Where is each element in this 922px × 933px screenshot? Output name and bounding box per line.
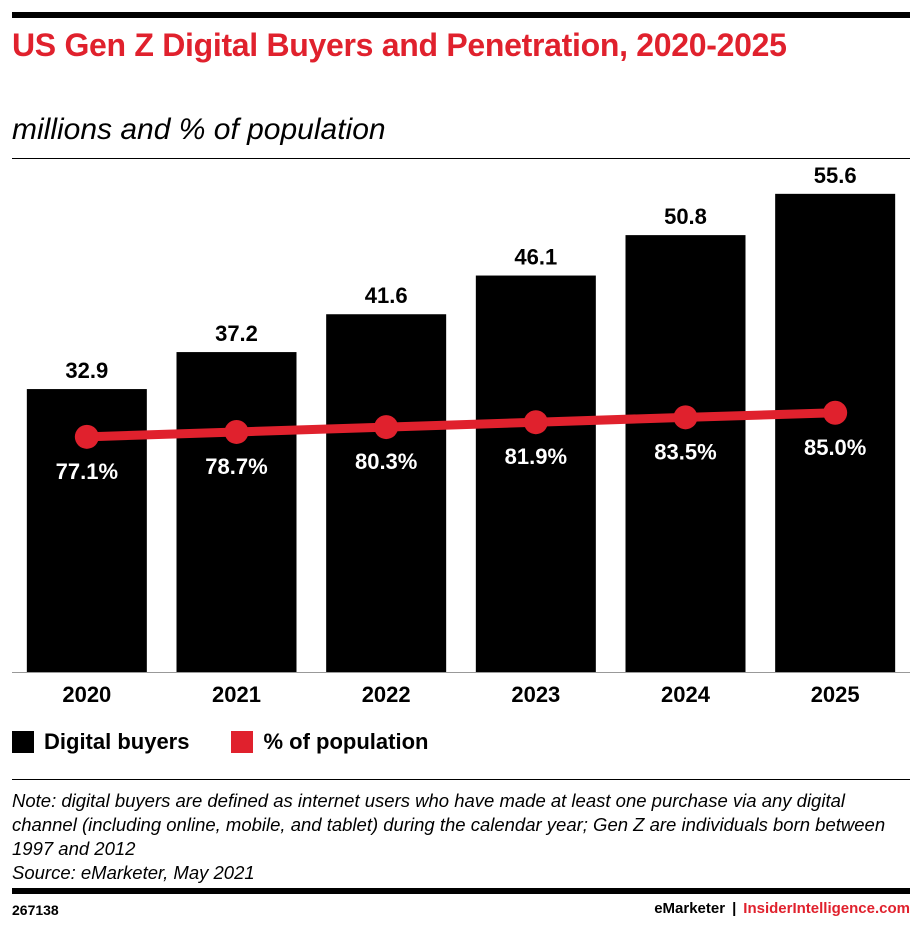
line-value-label-2021: 78.7% — [205, 454, 267, 479]
source-text: Source: eMarketer, May 2021 — [12, 862, 255, 883]
x-tick-label-2021: 2021 — [212, 682, 261, 707]
line-value-label-2023: 81.9% — [505, 444, 567, 469]
x-tick-label-2020: 2020 — [62, 682, 111, 707]
bar-value-label-2022: 41.6 — [365, 283, 408, 308]
population-point-2024 — [673, 405, 698, 430]
legend: Digital buyers % of population — [12, 727, 470, 757]
x-tick-label-2025: 2025 — [811, 682, 860, 707]
bar-value-label-2025: 55.6 — [814, 163, 857, 188]
bar-value-label-2020: 32.9 — [65, 358, 108, 383]
line-value-label-2022: 80.3% — [355, 449, 417, 474]
legend-item-digital-buyers: Digital buyers — [12, 729, 189, 755]
top-rule — [12, 12, 910, 18]
population-point-2023 — [523, 410, 548, 435]
bar-2021 — [176, 352, 297, 672]
legend-item-population: % of population — [231, 729, 428, 755]
legend-label-population: % of population — [263, 729, 429, 754]
population-line — [86, 408, 836, 442]
note-rule — [12, 779, 910, 780]
brand-insider-intelligence: InsiderIntelligence.com — [743, 900, 910, 917]
footer-rule — [12, 888, 910, 894]
x-tick-label-2022: 2022 — [362, 682, 411, 707]
bar-value-label-2021: 37.2 — [215, 321, 258, 346]
bar-value-label-2023: 46.1 — [514, 245, 557, 270]
line-value-label-2024: 83.5% — [654, 439, 716, 464]
bar-2024 — [625, 235, 746, 672]
brand-separator: | — [732, 900, 737, 917]
bar-2025 — [775, 193, 896, 672]
subtitle-rule — [12, 158, 910, 159]
population-point-2021 — [224, 419, 249, 444]
chart-canvas: 2020 2021 2022 2023 2024 2025 32.9 77.1% 37.2 78.… — [12, 163, 910, 707]
population-point-2020 — [74, 424, 99, 449]
chart-id: 267138 — [12, 902, 59, 918]
population-point-2025 — [823, 400, 848, 425]
bar-2022 — [326, 314, 447, 672]
note: Note: digital buyers are defined as inte… — [12, 789, 912, 885]
bar-value-label-2024: 50.8 — [664, 204, 707, 229]
legend-swatch-bars — [12, 731, 34, 753]
brand-emarketer: eMarketer — [654, 900, 726, 917]
chart-title: US Gen Z Digital Buyers and Penetration,… — [12, 27, 787, 63]
bar-2023 — [475, 275, 596, 672]
legend-swatch-line — [231, 731, 254, 753]
chart-subtitle: millions and % of population — [12, 113, 386, 146]
note-text: Note: digital buyers are defined as inte… — [12, 790, 886, 859]
footer-brand: eMarketer | InsiderIntelligence.com — [654, 900, 910, 917]
population-point-2022 — [374, 415, 399, 440]
legend-label-digital-buyers: Digital buyers — [44, 729, 190, 754]
line-value-label-2025: 85.0% — [804, 435, 866, 460]
line-value-label-2020: 77.1% — [56, 459, 118, 484]
x-tick-label-2023: 2023 — [511, 682, 560, 707]
x-tick-label-2024: 2024 — [661, 682, 711, 707]
